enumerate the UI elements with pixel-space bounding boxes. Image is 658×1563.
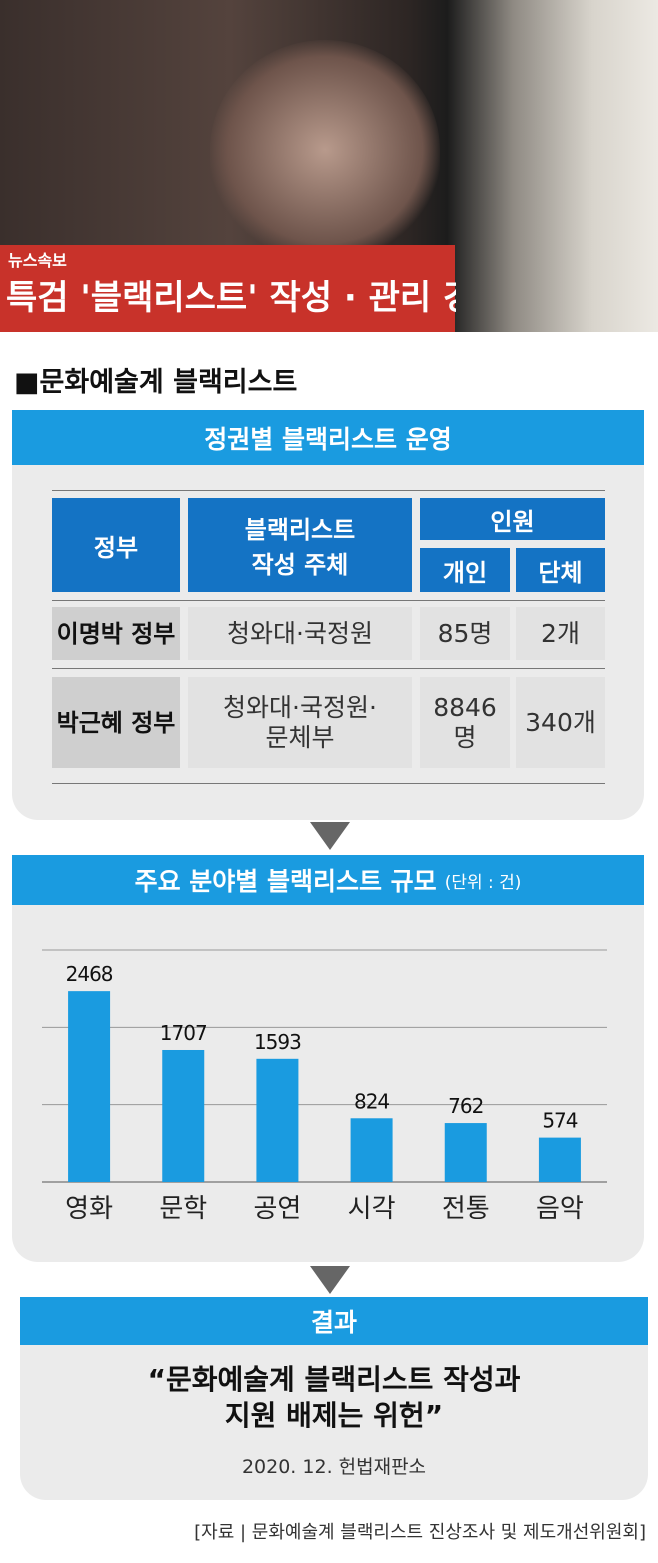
x-tick-label: 문학 (159, 1194, 207, 1224)
value-label: 1593 (254, 1030, 301, 1054)
header-cell: 개인 (420, 548, 510, 592)
ticker-bar (0, 245, 455, 332)
header-cell: 단체 (516, 548, 605, 592)
bar (68, 991, 111, 1182)
arrow (310, 1266, 350, 1294)
header-line: 작성 주체 (251, 551, 349, 579)
rule (52, 490, 605, 491)
cell-line: 8846 (433, 692, 497, 722)
table-cell: 청와대·국정원 (188, 607, 412, 660)
bar (162, 1049, 205, 1182)
bar (256, 1058, 299, 1182)
value-label: 1707 (160, 1021, 207, 1045)
quote-line: 지원 배제는 위헌” (224, 1399, 444, 1432)
cell-line: 명 (453, 722, 477, 752)
result-date: 2020. 12. 헌법재판소 (241, 1456, 427, 1478)
result-quote: “문화예술계 블랙리스트 작성과 지원 배제는 위헌” (20, 1362, 648, 1434)
value-label: 574 (542, 1109, 577, 1133)
table-cell: 청와대·국정원· 문체부 (188, 677, 412, 768)
rule (52, 668, 605, 669)
bar (538, 1137, 581, 1182)
chart-title: 주요 분야별 블랙리스트 규모 (134, 867, 437, 896)
bar (350, 1118, 393, 1182)
source: [자료 | 문화예술계 블랙리스트 진상조사 및 제도개선위원회] (194, 1522, 646, 1543)
table-cell: 8846 명 (420, 677, 510, 768)
x-tick-label: 음악 (536, 1194, 584, 1224)
ticker-text: 특검 '블랙리스트' 작성 · 관리 경위 등 조 (6, 278, 456, 318)
chart-panel (12, 855, 644, 1262)
row-header: 이명박 정부 (52, 607, 180, 660)
value-label: 824 (354, 1089, 389, 1113)
x-tick-label: 시각 (348, 1194, 396, 1224)
photo-figure (210, 40, 440, 260)
page-title: ■문화예술계 블랙리스트 (14, 367, 298, 398)
rule (52, 783, 605, 784)
cell-line: 청와대·국정원 (227, 618, 373, 648)
table-cell: 85명 (420, 607, 510, 660)
result-title: 결과 (20, 1297, 648, 1345)
header-line: 블랙리스트 (244, 516, 356, 544)
chart-subtitle: (단위 : 건) (444, 872, 522, 893)
chart-header: 주요 분야별 블랙리스트 규모 (단위 : 건) (12, 855, 644, 905)
x-tick-label: 영화 (65, 1194, 113, 1224)
table-cell: 340개 (516, 677, 605, 768)
cell-line: 85명 (437, 618, 493, 648)
x-tick-label: 공연 (253, 1194, 301, 1224)
table-cell: 2개 (516, 607, 605, 660)
quote-line: “문화예술계 블랙리스트 작성과 (147, 1363, 521, 1396)
value-label: 2468 (66, 962, 113, 986)
bar (444, 1123, 487, 1182)
rule (52, 600, 605, 601)
value-label: 762 (448, 1094, 483, 1118)
row-header: 박근혜 정부 (52, 677, 180, 768)
arrow (310, 822, 350, 850)
ticker-badge: 뉴스속보 (8, 251, 67, 270)
table-title: 정권별 블랙리스트 운영 (12, 410, 644, 465)
header-cell: 인원 (420, 498, 605, 540)
header-cell: 블랙리스트 작성 주체 (188, 498, 412, 592)
cell-line: 문체부 (265, 722, 335, 752)
x-tick-label: 전통 (442, 1194, 490, 1224)
header-cell: 정부 (52, 498, 180, 592)
chart: 2468 영화 1707 문학 1593 공연 824 시각 762 전통 574 음악 (42, 949, 607, 1224)
cell-line: 청와대·국정원· (223, 692, 377, 722)
